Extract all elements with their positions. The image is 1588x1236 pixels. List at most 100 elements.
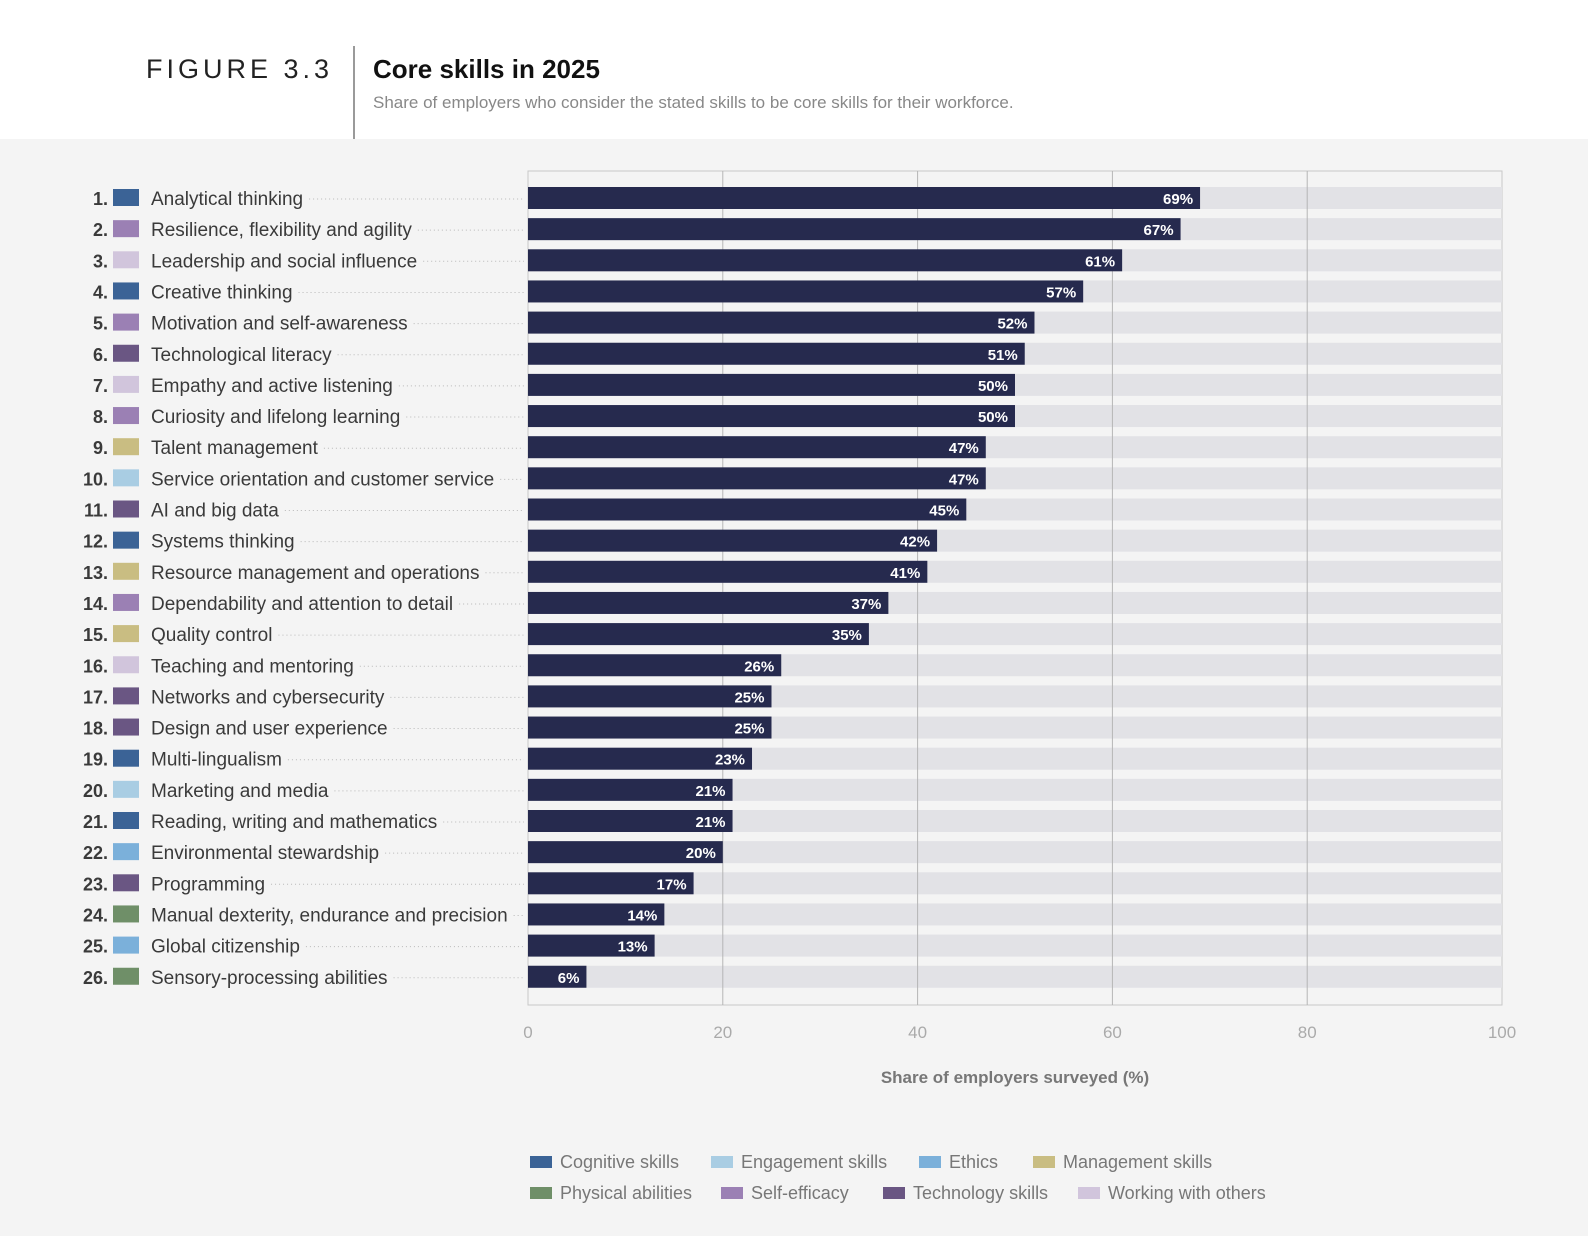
row-rank: 20.: [83, 781, 108, 801]
bar-track: [528, 778, 1502, 801]
category-swatch: [113, 438, 139, 456]
row-rank: 9.: [93, 438, 108, 458]
category-swatch: [113, 967, 139, 985]
bar-value-label: 25%: [734, 721, 764, 738]
row-label: Reading, writing and mathematics: [151, 812, 437, 833]
row-label: Motivation and self-awareness: [151, 314, 408, 335]
row-label: Resource management and operations: [151, 563, 479, 584]
row-rank: 6.: [93, 345, 108, 365]
row-rank: 26.: [83, 968, 108, 988]
legend-swatch: [883, 1187, 905, 1199]
legend-swatch: [1078, 1187, 1100, 1199]
bar-value-label: 57%: [1046, 284, 1076, 301]
row-rank: 13.: [83, 563, 108, 583]
legend-swatch: [1033, 1156, 1055, 1168]
row-label: Dependability and attention to detail: [151, 594, 453, 615]
bar-value-label: 50%: [978, 409, 1008, 426]
bar: [528, 560, 928, 583]
figure-label: FIGURE 3.3: [146, 54, 334, 84]
bar: [528, 529, 938, 552]
category-swatch: [113, 220, 139, 238]
row-rank: 19.: [83, 750, 108, 770]
row-label: Environmental stewardship: [151, 843, 379, 864]
bar-value-label: 20%: [686, 845, 716, 862]
row-rank: 21.: [83, 812, 108, 832]
bar: [528, 872, 694, 895]
bar-track: [528, 747, 1502, 770]
bar-value-label: 61%: [1085, 253, 1115, 270]
row-rank: 2.: [93, 220, 108, 240]
bar: [528, 218, 1181, 241]
row-label: Design and user experience: [151, 719, 388, 740]
bar-value-label: 47%: [949, 440, 979, 457]
x-tick-label: 60: [1103, 1023, 1122, 1042]
legend-swatch: [919, 1156, 941, 1168]
row-label: Creative thinking: [151, 282, 293, 303]
bar: [528, 249, 1123, 272]
row-rank: 7.: [93, 376, 108, 396]
bar: [528, 311, 1035, 334]
row-label: AI and big data: [151, 501, 279, 522]
category-swatch: [113, 749, 139, 767]
category-swatch: [113, 500, 139, 518]
x-axis-title: Share of employers surveyed (%): [881, 1068, 1149, 1087]
legend-label: Self-efficacy: [751, 1183, 849, 1203]
bar: [528, 591, 889, 614]
row-label: Manual dexterity, endurance and precisio…: [151, 905, 508, 926]
bar-value-label: 14%: [627, 907, 657, 924]
bar: [528, 280, 1084, 303]
chart-title: Core skills in 2025: [373, 54, 600, 84]
bar: [528, 654, 782, 677]
legend-label: Physical abilities: [560, 1183, 692, 1203]
x-tick-label: 40: [908, 1023, 927, 1042]
bar-track: [528, 965, 1502, 988]
category-swatch: [113, 780, 139, 798]
bar-value-label: 50%: [978, 378, 1008, 395]
row-rank: 3.: [93, 251, 108, 271]
bar: [528, 965, 587, 988]
bar-track: [528, 872, 1502, 895]
x-tick-label: 20: [713, 1023, 732, 1042]
category-swatch: [113, 718, 139, 736]
row-rank: 11.: [84, 501, 108, 521]
legend-swatch: [711, 1156, 733, 1168]
bar-track: [528, 810, 1502, 832]
header-divider: [353, 46, 355, 139]
bar-track: [528, 903, 1502, 926]
row-rank: 14.: [83, 594, 108, 614]
x-tick-label: 0: [523, 1023, 532, 1042]
bar: [528, 342, 1025, 365]
category-swatch: [113, 905, 139, 923]
row-rank: 22.: [83, 843, 108, 863]
category-swatch: [113, 874, 139, 892]
legend-swatch: [530, 1187, 552, 1199]
bar-value-label: 52%: [997, 316, 1027, 333]
bar-value-label: 6%: [558, 970, 580, 987]
row-label: Systems thinking: [151, 532, 295, 553]
legend-label: Ethics: [949, 1152, 998, 1172]
chart-subtitle: Share of employers who consider the stat…: [373, 93, 1014, 112]
bar: [528, 498, 967, 521]
bar: [528, 405, 1015, 428]
bar-value-label: 51%: [988, 347, 1018, 364]
row-label: Empathy and active listening: [151, 376, 393, 397]
row-label: Technological literacy: [151, 345, 332, 366]
bar-value-label: 23%: [715, 752, 745, 769]
figure-header: FIGURE 3.3 Core skills in 2025 Share of …: [0, 0, 1588, 139]
bar: [528, 747, 753, 770]
bar: [528, 903, 665, 926]
row-label: Resilience, flexibility and agility: [151, 220, 412, 241]
bar: [528, 373, 1015, 396]
category-swatch: [113, 812, 139, 829]
bar-value-label: 26%: [744, 658, 774, 675]
bar-value-label: 13%: [618, 939, 648, 956]
row-label: Teaching and mentoring: [151, 656, 354, 677]
bar-value-label: 41%: [890, 565, 920, 582]
row-label: Analytical thinking: [151, 189, 303, 210]
legend-label: Working with others: [1108, 1183, 1266, 1203]
category-swatch: [113, 469, 139, 487]
row-rank: 8.: [93, 407, 108, 427]
legend-label: Cognitive skills: [560, 1152, 679, 1172]
row-label: Leadership and social influence: [151, 251, 417, 272]
row-rank: 25.: [83, 937, 108, 957]
